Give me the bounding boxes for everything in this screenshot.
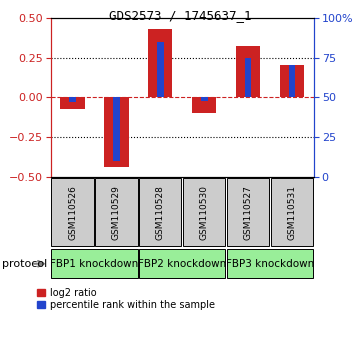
Bar: [148, 29, 173, 97]
Bar: [227, 249, 313, 278]
Bar: [51, 249, 138, 278]
Bar: [227, 178, 269, 246]
Text: FBP3 knockdown: FBP3 knockdown: [226, 259, 314, 269]
Text: GDS2573 / 1745637_1: GDS2573 / 1745637_1: [109, 9, 252, 22]
Text: protocol: protocol: [2, 259, 47, 269]
Bar: [51, 178, 93, 246]
Bar: [201, 97, 208, 101]
Bar: [192, 97, 216, 113]
Bar: [289, 65, 295, 97]
Text: GSM110531: GSM110531: [288, 185, 297, 240]
Text: GSM110529: GSM110529: [112, 185, 121, 240]
Bar: [113, 97, 120, 161]
Legend: log2 ratio, percentile rank within the sample: log2 ratio, percentile rank within the s…: [37, 288, 215, 310]
Text: GSM110528: GSM110528: [156, 185, 165, 240]
Bar: [271, 178, 313, 246]
Text: GSM110530: GSM110530: [200, 185, 209, 240]
Text: FBP2 knockdown: FBP2 knockdown: [138, 259, 226, 269]
Bar: [69, 97, 76, 102]
Text: GSM110526: GSM110526: [68, 185, 77, 240]
Bar: [157, 42, 164, 97]
Bar: [95, 178, 138, 246]
Text: FBP1 knockdown: FBP1 knockdown: [50, 259, 139, 269]
Bar: [280, 65, 304, 97]
Bar: [183, 178, 225, 246]
Bar: [245, 58, 252, 97]
Bar: [104, 97, 129, 167]
Text: GSM110527: GSM110527: [244, 185, 253, 240]
Bar: [236, 46, 260, 97]
Bar: [139, 249, 225, 278]
Bar: [139, 178, 182, 246]
Bar: [60, 97, 84, 109]
